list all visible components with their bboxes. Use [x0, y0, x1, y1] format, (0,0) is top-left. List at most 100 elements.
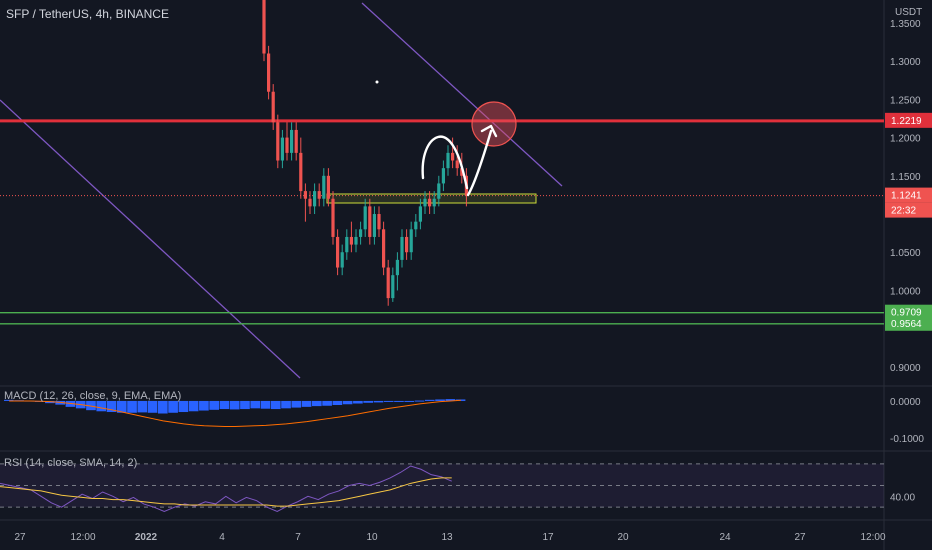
- rsi-pane: [0, 463, 884, 513]
- candle-body: [441, 168, 445, 184]
- macd-histogram-bar: [178, 400, 189, 413]
- arrow-stroke: [466, 129, 493, 197]
- macd-histogram-bar: [270, 400, 281, 410]
- macd-histogram-bar: [445, 399, 456, 401]
- candle-body: [326, 175, 330, 199]
- macd-histogram-bar: [86, 400, 96, 411]
- price-axis-currency: USDT: [895, 7, 922, 18]
- macd-histogram-bar: [332, 400, 343, 406]
- candle-body: [437, 183, 441, 199]
- macd-histogram-bar: [435, 399, 445, 401]
- macd-histogram-bar: [147, 400, 158, 413]
- price-badge-label: 1.2219: [891, 116, 922, 127]
- candle-body: [386, 267, 390, 299]
- time-tick-label: 4: [219, 532, 225, 543]
- macd-histogram-bar: [137, 400, 148, 413]
- candle-body: [395, 259, 399, 276]
- time-tick-label: 13: [441, 532, 453, 543]
- macd-histogram-bar: [260, 400, 271, 409]
- macd-histogram-bar: [250, 400, 261, 409]
- candle-body: [267, 53, 271, 92]
- candle-body: [363, 206, 367, 230]
- macd-histogram-bar: [4, 399, 14, 401]
- time-axis[interactable]: 27 12:00 2022 4 7 10 13 17 20 24 27 12:00: [14, 532, 886, 543]
- candle-body: [368, 206, 372, 237]
- rsi-tick-label: 40.00: [890, 492, 915, 503]
- candle-body: [391, 275, 395, 299]
- macd-label[interactable]: MACD (12, 26, close, 9, EMA, EMA): [4, 390, 182, 402]
- candle-body: [345, 236, 349, 253]
- time-tick-label: 20: [617, 532, 629, 543]
- macd-histogram-bar: [127, 400, 137, 413]
- candle-body: [331, 198, 335, 237]
- macd-histogram-bar: [188, 400, 199, 412]
- macd-histogram-bar: [383, 400, 394, 402]
- time-tick-label: 17: [542, 532, 554, 543]
- macd-histogram-bar: [414, 400, 425, 402]
- rsi-line: [0, 465, 452, 513]
- price-tick-label: 1.0500: [890, 248, 921, 259]
- price-tick-label: 1.3000: [890, 57, 921, 68]
- arc-stroke: [421, 135, 469, 190]
- time-tick-label: 12:00: [70, 532, 95, 543]
- macd-histogram-bar: [96, 400, 107, 412]
- candle-body: [322, 175, 326, 199]
- price-tick-label: 0.9000: [890, 363, 921, 374]
- price-badge: [885, 315, 932, 331]
- macd-histogram-bar: [312, 400, 322, 407]
- candle-body: [340, 252, 344, 268]
- macd-histogram-bar: [219, 400, 230, 410]
- hand-drawn-arrow[interactable]: [421, 124, 498, 197]
- macd-histogram-bar: [353, 400, 363, 404]
- trendline-right[interactable]: [361, 2, 563, 187]
- macd-histogram-bar: [342, 400, 353, 405]
- macd-histogram-bar: [373, 400, 384, 403]
- marker-dot: [375, 80, 379, 84]
- horizontal-levels[interactable]: [0, 119, 884, 325]
- arrowhead-stroke: [480, 124, 498, 138]
- candle-body: [409, 229, 413, 253]
- time-tick-label: 10: [366, 532, 378, 543]
- time-tick-label: 7: [295, 532, 301, 543]
- macd-histogram-bar: [116, 400, 127, 413]
- price-badge: [885, 187, 932, 203]
- macd-histogram-bar: [301, 400, 312, 407]
- candle-body: [308, 198, 312, 207]
- candle-body: [317, 191, 321, 199]
- candle-body: [354, 236, 358, 245]
- price-badge: [885, 112, 932, 128]
- candle-body: [359, 229, 363, 237]
- candle-body: [349, 236, 353, 245]
- candle-body: [451, 152, 455, 161]
- symbol-title[interactable]: SFP / TetherUS, 4h, BINANCE: [6, 7, 169, 21]
- macd-histogram-bar: [168, 400, 178, 413]
- candle-body: [414, 221, 418, 230]
- candle-body: [405, 236, 409, 253]
- macd-histogram-bar: [424, 399, 435, 401]
- price-badge-label: 0.9564: [891, 319, 922, 330]
- candle-body: [446, 152, 450, 169]
- macd-histogram-bar: [281, 400, 291, 409]
- time-tick-label: 27: [794, 532, 806, 543]
- time-tick-label: 12:00: [860, 532, 885, 543]
- time-tick-label: 2022: [135, 532, 158, 543]
- candle-body: [280, 137, 284, 161]
- trendline-left[interactable]: [0, 99, 301, 379]
- trendlines[interactable]: [0, 2, 563, 379]
- price-badge-label: 22:32: [891, 206, 916, 217]
- macd-histogram-bar: [240, 400, 250, 410]
- price-tick-label: 1.0000: [890, 286, 921, 297]
- rsi-label[interactable]: RSI (14, close, SMA, 14, 2): [4, 457, 138, 469]
- candle-body: [276, 122, 280, 161]
- demand-zone-rectangle[interactable]: [326, 193, 537, 204]
- price-badge-label: 1.1241: [891, 191, 922, 202]
- time-tick-label: 27: [14, 532, 26, 543]
- macd-tick-label: 0.0000: [890, 397, 921, 408]
- target-circle[interactable]: [471, 101, 517, 147]
- macd-histogram-bar: [404, 400, 415, 402]
- candle-body: [432, 198, 436, 207]
- macd-histogram-bar: [229, 400, 240, 410]
